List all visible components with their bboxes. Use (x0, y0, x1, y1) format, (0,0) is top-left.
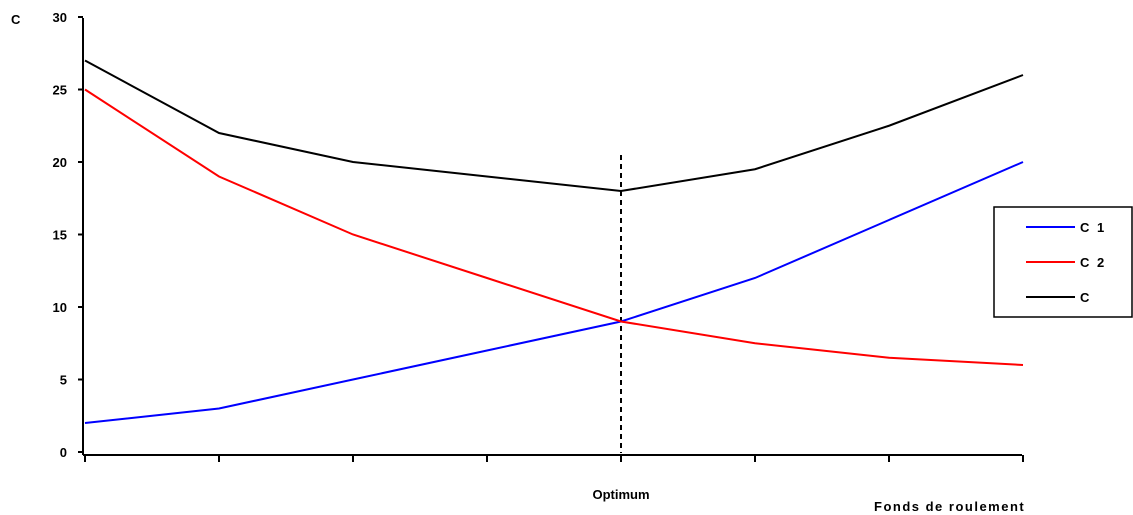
y-tick-label: 30 (53, 10, 67, 25)
y-tick-label: 20 (53, 155, 67, 170)
axes (82, 18, 1022, 456)
series-line-c2 (84, 88, 1024, 366)
y-ticks: 0 5 10 15 20 25 30 (53, 10, 83, 460)
series-group (84, 59, 1024, 424)
x-ticks (84, 455, 1024, 462)
series-line-c1 (84, 161, 1024, 424)
y-tick-label: 15 (53, 228, 67, 243)
y-tick-label: 25 (53, 83, 67, 98)
x-axis-label: Fonds de roulement (874, 499, 1025, 514)
legend-label-c1: C 1 (1080, 220, 1106, 235)
y-tick-label: 10 (53, 300, 67, 315)
y-tick-label: 0 (60, 445, 67, 460)
legend-label-c: C (1080, 290, 1091, 305)
legend: C 1 C 2 C (993, 206, 1133, 318)
series-line-c (84, 59, 1024, 193)
y-axis-label: C (11, 12, 21, 27)
optimum-annotation: Optimum (592, 487, 649, 502)
legend-label-c2: C 2 (1080, 255, 1106, 270)
y-tick-label: 5 (60, 373, 67, 388)
